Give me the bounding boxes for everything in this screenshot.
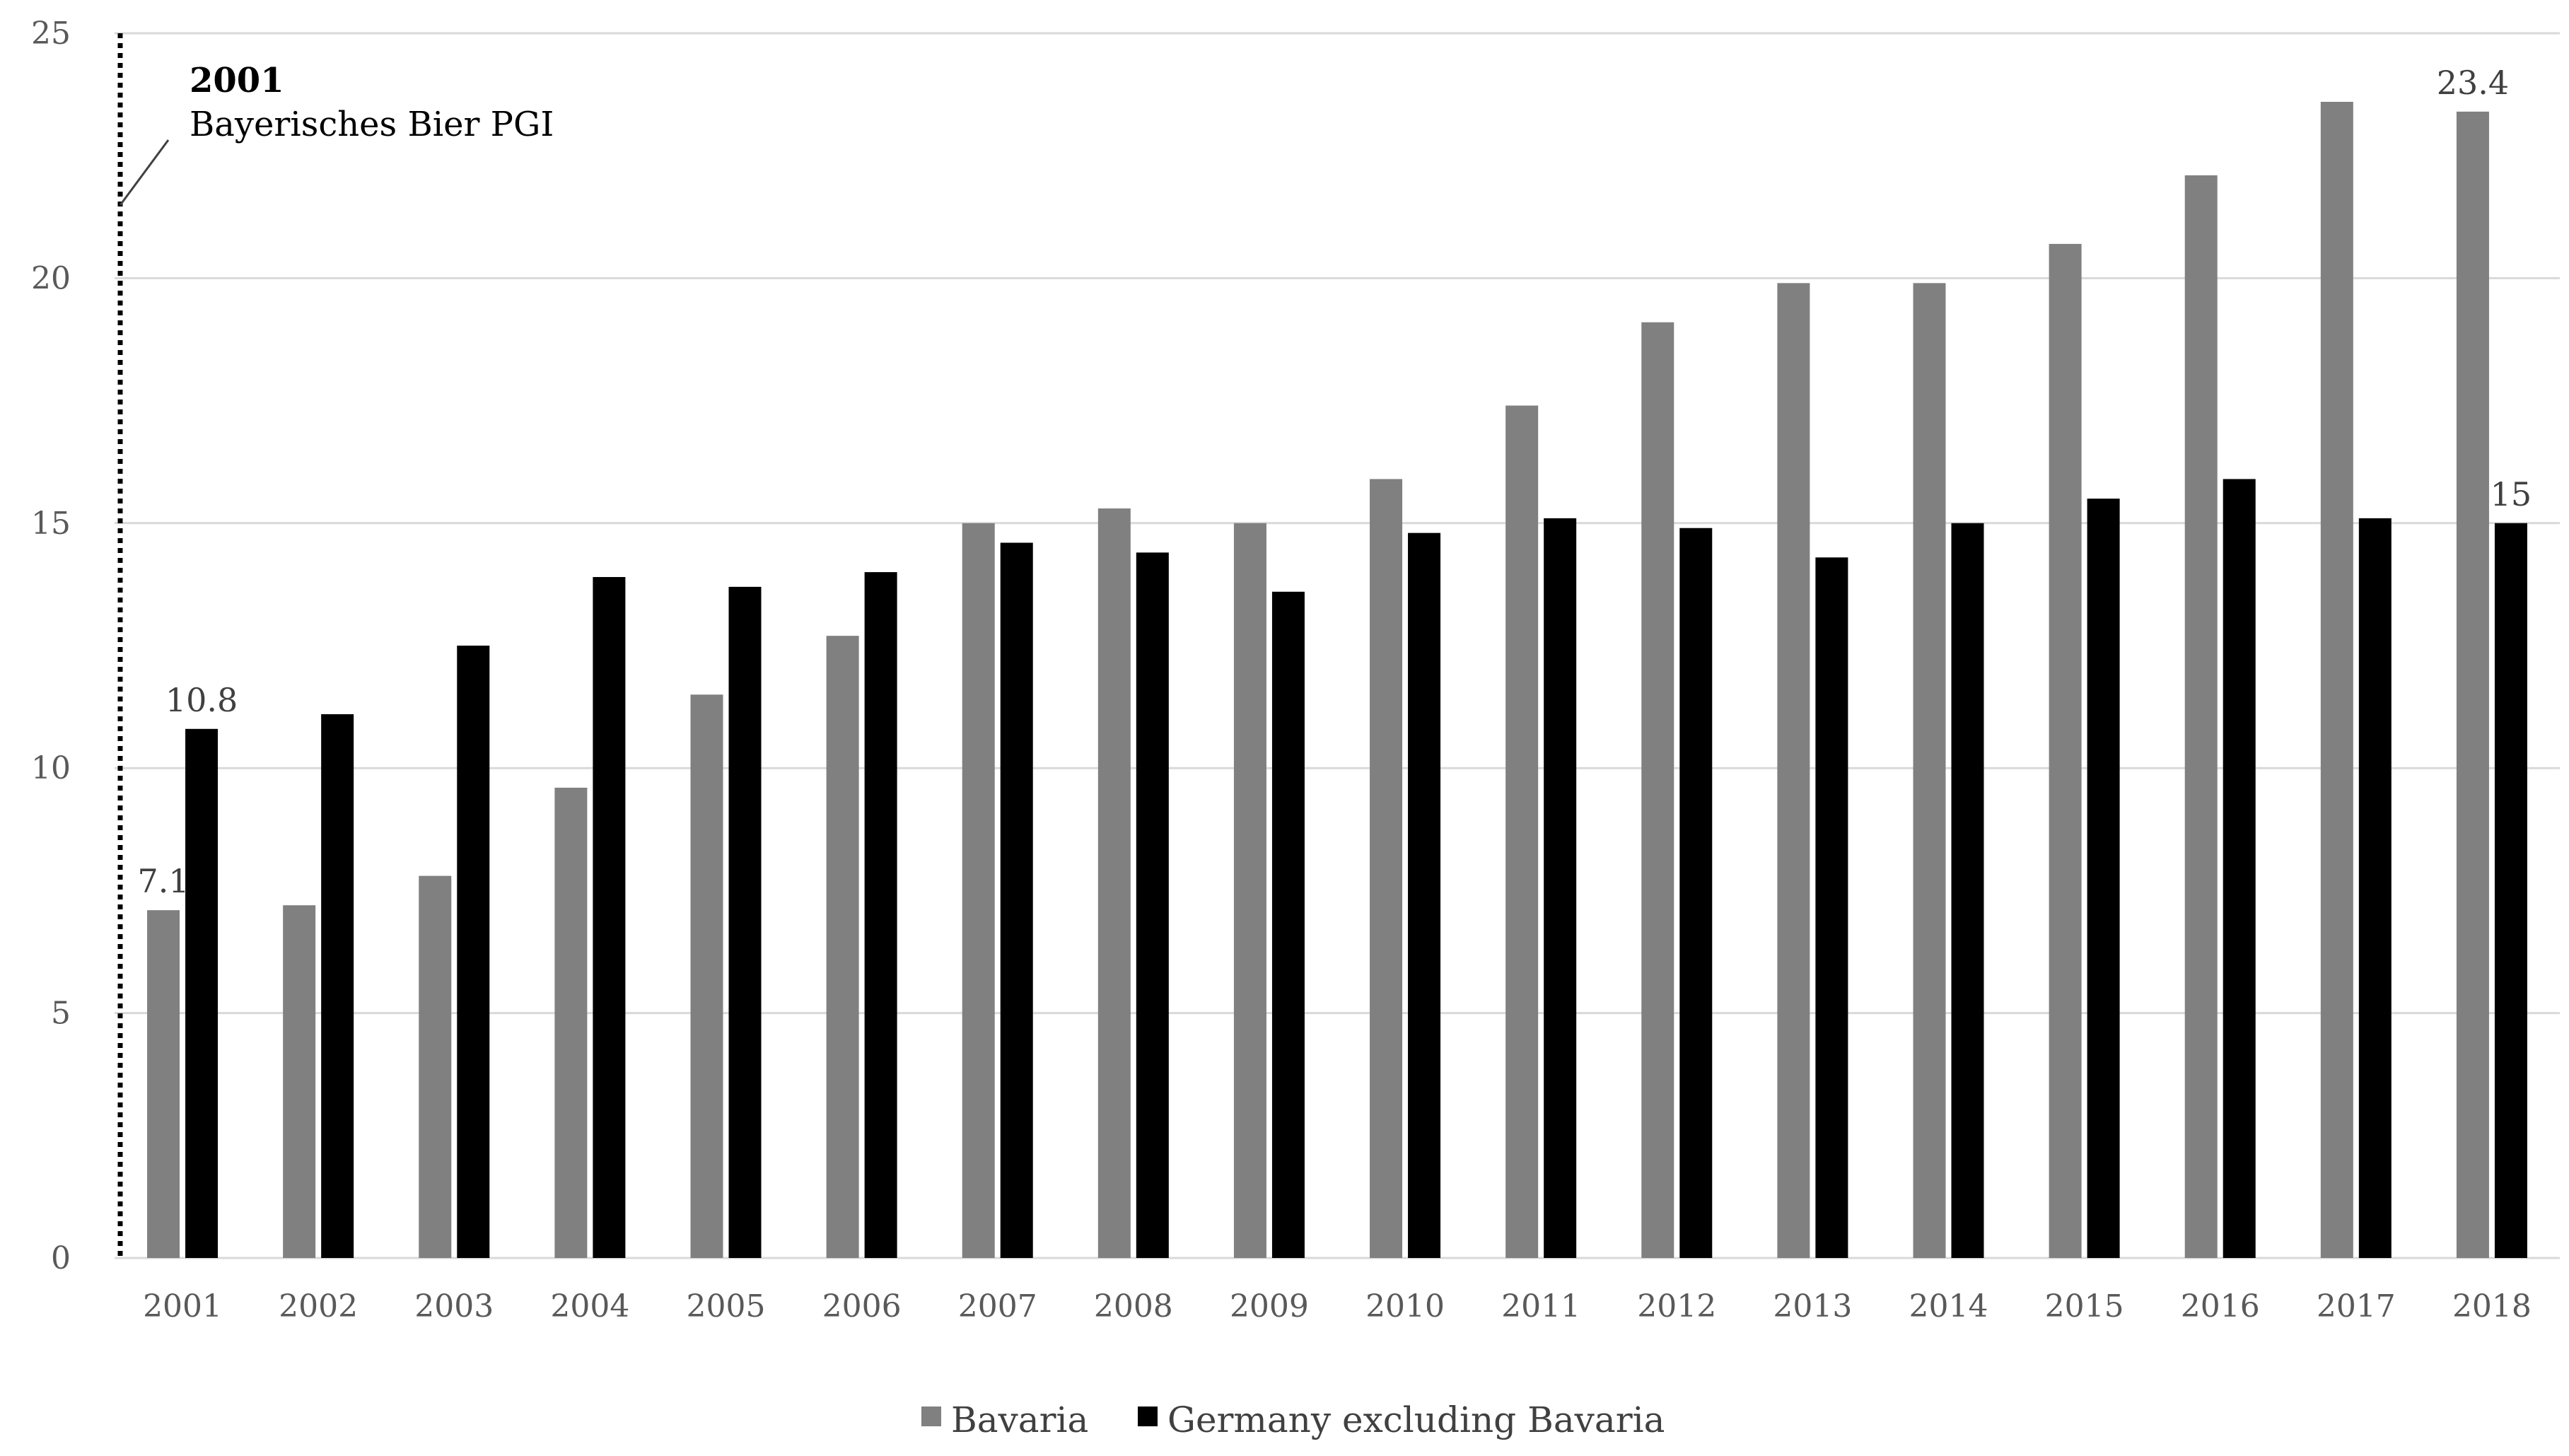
bar-1-2015: [2087, 499, 2120, 1259]
legend: Bavaria Germany excluding Bavaria: [921, 1399, 1665, 1440]
x-tick-label: 2009: [1230, 1288, 1309, 1324]
x-tick-label: 2018: [2452, 1288, 2532, 1324]
y-tick-label: 10: [31, 750, 71, 786]
annotation-year: 2001: [190, 61, 284, 100]
bar-1-2006: [864, 572, 897, 1258]
bar-1-2004: [593, 577, 626, 1258]
bar-0-2018: [2456, 111, 2489, 1258]
y-tick-label: 5: [51, 996, 71, 1032]
x-tick-label: 2014: [1909, 1288, 1988, 1324]
bar-0-2016: [2184, 175, 2218, 1259]
bars: [147, 101, 2527, 1259]
x-tick-label: 2017: [2317, 1288, 2396, 1324]
bar-1-2013: [1815, 557, 1848, 1258]
bar-0-2005: [690, 694, 723, 1258]
bar-1-2016: [2223, 479, 2256, 1258]
bar-1-2009: [1271, 591, 1305, 1258]
bar-1-2012: [1679, 528, 1713, 1258]
legend-swatch-0: [921, 1407, 941, 1426]
bar-1-2005: [728, 586, 762, 1258]
y-tick-label: 0: [51, 1240, 71, 1276]
x-tick-label: 2015: [2045, 1288, 2124, 1324]
x-tick-label: 2003: [414, 1288, 494, 1324]
bar-0-2007: [962, 523, 995, 1258]
x-tick-label: 2016: [2181, 1288, 2260, 1324]
legend-swatch-1: [1138, 1407, 1158, 1426]
bar-1-2011: [1544, 518, 1577, 1258]
data-label: 15: [2491, 475, 2532, 513]
bar-0-2014: [1913, 283, 1946, 1258]
bar-0-2003: [419, 875, 452, 1258]
bar-0-2008: [1097, 508, 1131, 1258]
x-tick-label: 2012: [1637, 1288, 1716, 1324]
legend-label-1: Germany excluding Bavaria: [1167, 1399, 1665, 1440]
x-tick-label: 2013: [1773, 1288, 1852, 1324]
annotation-text: Bayerisches Bier PGI: [190, 105, 554, 144]
axes: 0 5 10 15 20 25 2001 2002 2003 2004 2005 2006 2007 20…: [31, 16, 2560, 1324]
bar-0-2001: [147, 910, 180, 1258]
x-tick-label: 2001: [143, 1288, 222, 1324]
data-label: 10.8: [165, 681, 238, 719]
bar-1-2001: [185, 728, 219, 1258]
x-tick-label: 2008: [1094, 1288, 1173, 1324]
bar-1-2014: [1951, 523, 1984, 1258]
bar-0-2013: [1777, 283, 1810, 1258]
legend-label-0: Bavaria: [951, 1399, 1088, 1440]
y-tick-label: 25: [31, 16, 71, 52]
x-tick-label: 2007: [958, 1288, 1037, 1324]
bar-1-2017: [2358, 518, 2392, 1258]
x-tick-label: 2005: [687, 1288, 766, 1324]
annotation: 2001 Bayerisches Bier PGI: [117, 33, 554, 1258]
bar-1-2002: [321, 714, 354, 1258]
bar-0-2011: [1505, 405, 1539, 1258]
bar-0-2015: [2049, 243, 2082, 1258]
bar-1-2003: [457, 646, 490, 1258]
data-label: 23.4: [2437, 64, 2509, 102]
bar-0-2017: [2320, 101, 2353, 1259]
x-tick-label: 2010: [1365, 1288, 1445, 1324]
labels: 7.1 10.8 23.4 15: [137, 64, 2532, 900]
annotation-leader-line: [119, 139, 170, 206]
gridlines: [115, 32, 2560, 1015]
x-tick-label: 2006: [822, 1288, 902, 1324]
bar-0-2006: [826, 636, 859, 1258]
bar-0-2009: [1233, 523, 1266, 1258]
bar-0-2004: [554, 787, 588, 1258]
bar-0-2002: [283, 905, 316, 1258]
data-label: 7.1: [137, 862, 189, 900]
bar-0-2012: [1641, 322, 1674, 1259]
bar-1-2018: [2494, 523, 2527, 1258]
x-tick-label: 2002: [279, 1288, 358, 1324]
bar-1-2010: [1408, 532, 1441, 1258]
bar-0-2010: [1370, 479, 1403, 1258]
y-tick-label: 20: [31, 260, 71, 296]
x-tick-label: 2011: [1501, 1288, 1580, 1324]
y-tick-label: 15: [31, 506, 71, 542]
x-tick-label: 2004: [550, 1288, 629, 1324]
bar-1-2007: [1000, 542, 1033, 1258]
bar-1-2008: [1136, 552, 1169, 1258]
